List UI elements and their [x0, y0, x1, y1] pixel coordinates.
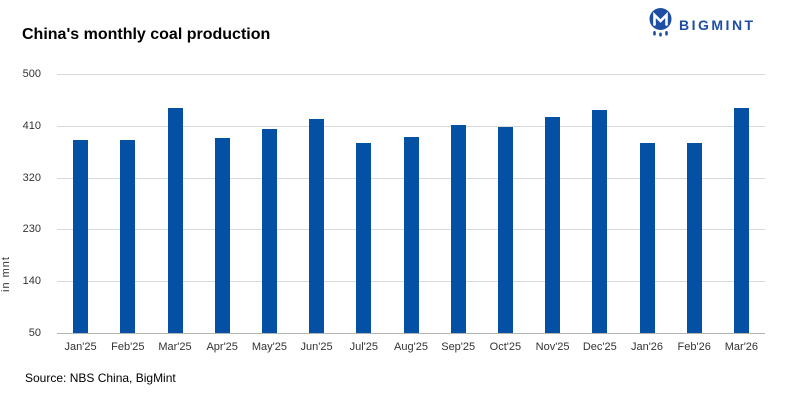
- bar: [545, 116, 561, 333]
- y-axis: in mnt 50 140 230 320 410 500: [0, 68, 49, 339]
- x-tick-label: Jan'25: [64, 341, 97, 353]
- x-tick-label: Aug'25: [394, 341, 428, 353]
- y-tick-label: 230: [22, 223, 41, 236]
- y-tick-label: 50: [28, 327, 41, 339]
- x-tick-label: Jan'26: [630, 341, 664, 353]
- bar: [450, 125, 466, 333]
- bar: [639, 142, 655, 333]
- bar: [592, 110, 608, 333]
- bar: [403, 137, 419, 333]
- bar: [686, 142, 702, 333]
- bar: [356, 142, 372, 333]
- x-axis: Jan'25 Feb'25 Mar'25 Apr'25 May'25 Jun'25 Jul'…: [57, 341, 765, 357]
- x-tick-label: Oct'25: [489, 341, 522, 353]
- bar: [73, 140, 89, 333]
- x-tick-label: Jun'25: [300, 341, 333, 353]
- y-axis-title: in mnt: [0, 256, 12, 292]
- x-tick-label: Sep'25: [441, 341, 476, 353]
- bigmint-logo: BIGMINT: [648, 7, 756, 42]
- bar: [497, 126, 513, 333]
- gridline: [57, 74, 765, 75]
- plot-area: [57, 74, 765, 334]
- x-tick-label: Feb'26: [677, 341, 711, 353]
- x-tick-label: Jul'25: [349, 341, 378, 353]
- bigmint-logo-text: BIGMINT: [679, 16, 756, 33]
- bar: [309, 119, 325, 333]
- y-tick-label: 410: [22, 119, 41, 132]
- bigmint-icon: [648, 7, 673, 42]
- x-tick-label: Mar'26: [724, 341, 759, 353]
- x-tick-label: May'25: [251, 341, 287, 353]
- bar: [214, 137, 230, 333]
- x-tick-label: Nov'25: [535, 341, 570, 353]
- x-tick-label: Dec'25: [582, 341, 617, 353]
- bar: [733, 107, 749, 333]
- bar: [167, 107, 183, 333]
- x-tick-label: Mar'25: [158, 341, 192, 353]
- gridline: [57, 125, 765, 127]
- bar: [261, 129, 277, 333]
- bar: [120, 140, 136, 333]
- x-tick-label: Apr'25: [206, 341, 238, 353]
- source-note: Source: NBS China, BigMint: [25, 371, 176, 385]
- y-tick-label: 140: [22, 275, 41, 288]
- x-tick-label: Feb'25: [111, 341, 145, 353]
- y-tick-label: 320: [22, 171, 41, 184]
- y-tick-label: 500: [22, 68, 41, 80]
- page-title: China's monthly coal production: [22, 26, 271, 43]
